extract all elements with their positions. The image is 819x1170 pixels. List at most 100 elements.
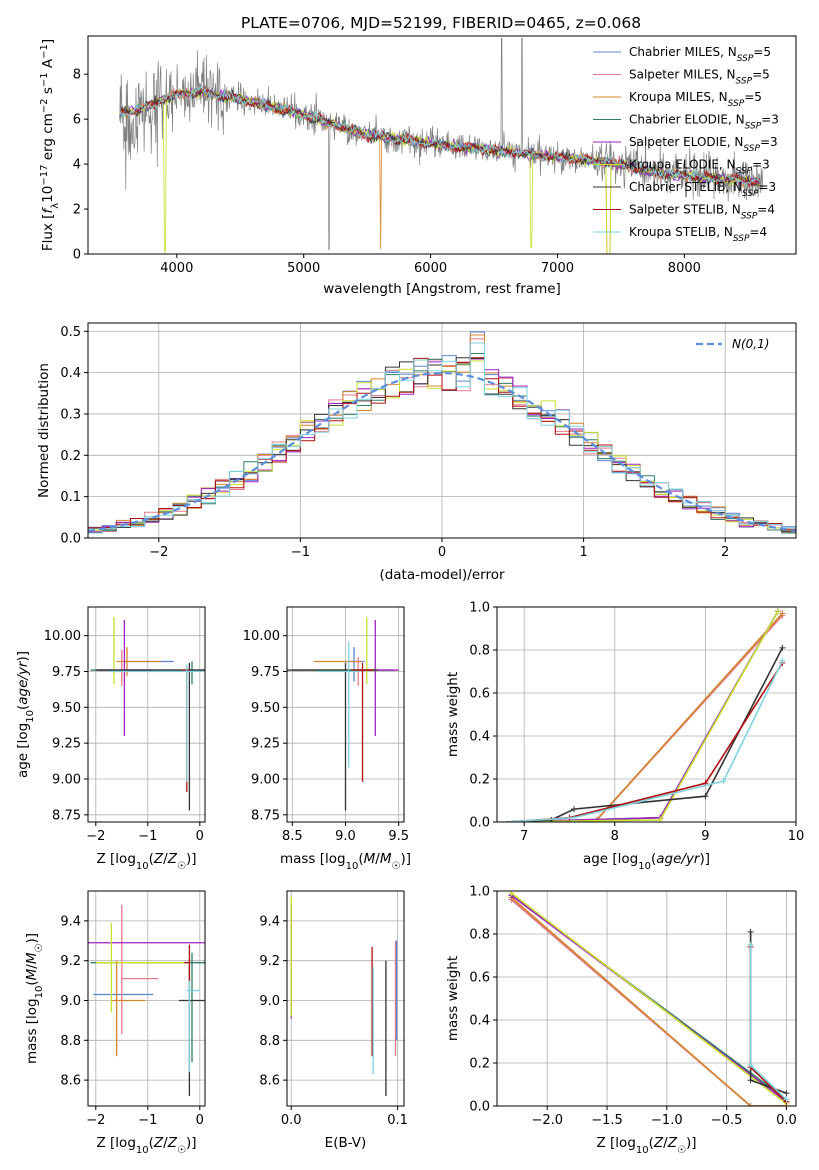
legend-entry: Salpeter STELIB, NSSP=4 [629,203,775,222]
model-line-kroupa-stelib [119,85,761,188]
label-part: Z [653,1135,664,1151]
spectrum-axes: 4000 5000 6000 7000 8000 0 2 4 6 8 Chabrier MILES,… [39,35,797,297]
y-tick-label: 10.00 [243,629,280,644]
label-part: age [log [15,723,31,778]
legend-count: =4 [757,203,775,217]
figure-title: PLATE=0706, MJD=52199, FIBERID=0465, z=0… [241,14,641,32]
mass_vs_ebv-plot [290,896,398,1097]
x-tick-label: −2 [86,1113,105,1128]
legend-name: Kroupa STELIB, N [629,225,733,239]
label-part: age [log [583,851,638,867]
legend-name: Kroupa ELODIE, N [629,158,736,172]
cumulative-marker [779,657,786,664]
label-part: )] [686,1135,697,1151]
x-tick-label: 5000 [287,261,320,276]
label-part: Z [log [97,1135,136,1151]
x-axis-label: E(B-V) [325,1135,367,1151]
legend-sub: SSP [728,99,745,109]
label-part: ( [15,705,31,710]
x-tick-label: 9 [701,829,709,844]
cumulative_Z-axes: −2.0 −1.5 −1.0 −0.5 0.0 0.0 0.2 0.4 0.6 0.8 1.0 Z [… [445,885,797,1156]
x-tick-label: 1 [579,545,587,560]
label-part: Z [667,1135,678,1151]
legend-sub: SSP [743,144,760,154]
legend-sub: SSP [737,54,754,64]
spectrum-plot [119,37,764,254]
cumulative-age-chabrier-miles [506,612,783,822]
y-tick-label: 8 [73,68,81,83]
age_vs_mass-axes: 8.5 9.0 9.5 8.75 9.00 9.25 9.50 9.75 10.00 mass [… [243,606,411,872]
legend-entry: Salpeter MILES, NSSP=5 [629,68,770,87]
cumulative-age-chabrier-elodie [506,610,779,822]
label-part: Z [log [97,851,136,867]
x-tick-label: −1 [138,829,157,844]
x-tick-label: −2 [149,545,168,560]
legend-entry: Salpeter ELODIE, NSSP=3 [629,135,778,154]
x-tick-label: 8000 [668,261,701,276]
x-tick-label: −0.5 [711,1113,743,1128]
cumulative-marker [779,644,786,651]
y-axis-label: Normed distribution [36,363,52,498]
y-tick-label: 9.75 [52,665,81,680]
x-tick-label: 0.0 [776,1113,797,1128]
legend-name: Chabrier MILES, N [629,45,737,59]
x-axis-label: age [log10(age/yr)] [583,851,710,872]
x-tick-label: 0.0 [281,1113,302,1128]
x-axis-label: Z [log10(Z/Z☉)] [597,1135,697,1156]
mass_vs_ebv-axes: 0.0 0.1 8.6 8.8 9.0 9.2 9.4 E(B-V) [259,890,408,1151]
x-tick-label: 7000 [541,261,574,276]
label-part: ☉ [392,861,401,872]
label-part: )] [186,851,197,867]
label-part: ( [24,980,40,985]
y-tick-label: 8.8 [259,1034,280,1049]
label-part: −1 [39,72,50,87]
label-part: −2 [39,98,50,113]
legend-name: Salpeter ELODIE, N [629,135,743,149]
x-axis-label: Z [log10(Z/Z☉)] [97,851,197,872]
label-part: )] [186,1135,197,1151]
label-part: mass [log [24,998,40,1064]
axes-frame [286,890,405,1107]
label-part: / [375,851,380,867]
label-part: Z [153,1135,164,1151]
label-part: 10 [34,986,45,999]
label-part: erg cm [40,113,56,164]
legend-sub: SSP [742,189,759,199]
label-part: M [364,851,376,867]
label-part: Z [167,851,178,867]
label-part: ( [149,851,154,867]
y-tick-label: 0.1 [60,490,81,505]
x-tick-label: 9.0 [335,829,356,844]
label-part: −1 [39,44,50,59]
y-tick-label: 0.8 [469,928,490,943]
label-part: Flux [ [40,214,56,252]
cumulative-z-kroupa-miles [510,896,787,1106]
label-part: ☉ [177,1145,186,1156]
label-part: ] [40,39,56,44]
legend-entry: Chabrier STELIB, NSSP=3 [629,180,776,199]
legend-count: =3 [760,135,778,149]
label-part: mass [log [280,851,346,867]
legend-entry: Kroupa STELIB, NSSP=4 [629,225,767,244]
cumulative-age-kroupa-miles [506,612,783,822]
cumulative-age-kroupa-elodie [506,610,779,822]
mass_vs_Z-plot [88,904,205,1097]
label-part: / [163,851,168,867]
label-part: 10 [346,861,359,872]
y-tick-label: 0.6 [469,971,490,986]
cumulative-z-chabrier-stelib [749,931,787,1094]
label-part: ( [651,851,656,867]
residuals-plot [88,331,796,534]
y-tick-label: 8.75 [52,808,81,823]
label-part: M [24,952,40,964]
y-tick-label: 9.0 [259,994,280,1009]
y-tick-label: 8.8 [60,1034,81,1049]
axes-frame [286,606,405,823]
histogram-kroupa-stelib [88,342,796,534]
axes-frame [496,890,797,1107]
label-part: ☉ [34,943,45,952]
legend-count: =4 [749,225,767,239]
x-tick-label: 9.5 [388,829,409,844]
y-axis-label: mass weight [445,956,461,1041]
